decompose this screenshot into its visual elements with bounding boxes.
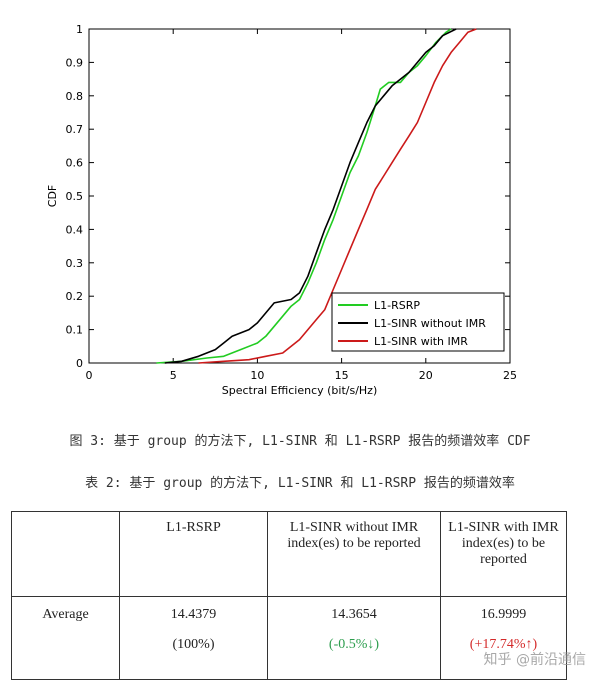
row-label-average: Average (11, 596, 120, 680)
header-cell-empty (11, 511, 120, 597)
x-tick-label: 25 (503, 369, 517, 382)
cdf-figure: 0 5 10 15 20 25 0 0.1 0.2 0.3 0.4 0.5 0.6 0.7 0.8 0.9 1 S… (46, 23, 517, 397)
value-cell-sinr-with-imr: 16.9999 (+17.74%↑) (440, 596, 567, 680)
header-cell-sinr-without-imr: L1-SINR without IMR index(es) to be repo… (267, 511, 441, 597)
figure-caption: 图 3: 基于 group 的方法下, L1-SINR 和 L1-RSRP 报告… (69, 434, 531, 449)
y-tick-label: 1 (76, 23, 83, 36)
header-cell-sinr-with-imr: L1-SINR with IMR index(es) to be reporte… (440, 511, 567, 597)
y-tick-label: 0.8 (66, 90, 84, 103)
x-axis-label: Spectral Efficiency (bit/s/Hz) (222, 384, 378, 397)
table-header-row: L1-RSRP L1-SINR without IMR index(es) to… (11, 511, 567, 597)
y-tick-label: 0.1 (66, 324, 84, 337)
y-tick-label: 0.7 (66, 123, 84, 136)
value-sinr-with-imr: 16.9999 (480, 607, 527, 622)
value-cell-sinr-without-imr: 14.3654 (-0.5%↓) (267, 596, 441, 680)
percent-sinr-with-imr: (+17.74%↑) (469, 637, 538, 652)
legend-label-1: L1-SINR without IMR (374, 317, 486, 330)
series-line-1 (164, 28, 457, 364)
percent-l1-rsrp: (100%) (172, 637, 215, 652)
table-caption: 表 2: 基于 group 的方法下, L1-SINR 和 L1-RSRP 报告… (85, 476, 515, 491)
x-tick-label: 5 (170, 369, 177, 382)
watermark: 知乎 @前沿通信 (483, 652, 586, 668)
x-tick-label: 20 (419, 369, 433, 382)
header-cell-l1-rsrp: L1-RSRP (119, 511, 268, 597)
y-tick-label: 0.2 (66, 290, 84, 303)
x-tick-label: 0 (86, 369, 93, 382)
y-tick-label: 0.4 (66, 223, 84, 236)
spectral-efficiency-table: L1-RSRP L1-SINR without IMR index(es) to… (11, 511, 567, 680)
value-cell-l1-rsrp: 14.4379 (100%) (119, 596, 268, 680)
y-tick-label: 0.9 (66, 56, 84, 69)
y-axis-label: CDF (46, 185, 59, 207)
percent-sinr-without-imr: (-0.5%↓) (328, 637, 380, 652)
y-tick-label: 0.3 (66, 257, 84, 270)
y-tick-label: 0 (76, 357, 83, 370)
y-tick-label: 0.6 (66, 157, 84, 170)
value-sinr-without-imr: 14.3654 (331, 607, 377, 622)
value-l1-rsrp: 14.4379 (170, 607, 217, 622)
legend-label-0: L1-RSRP (374, 299, 420, 312)
x-tick-label: 10 (250, 369, 264, 382)
legend-label-2: L1-SINR with IMR (374, 335, 468, 348)
y-tick-label: 0.5 (66, 190, 84, 203)
series-line-2 (198, 28, 477, 364)
table-row: Average 14.4379 (100%) 14.3654 (-0.5%↓) … (11, 596, 567, 680)
x-tick-label: 15 (335, 369, 349, 382)
